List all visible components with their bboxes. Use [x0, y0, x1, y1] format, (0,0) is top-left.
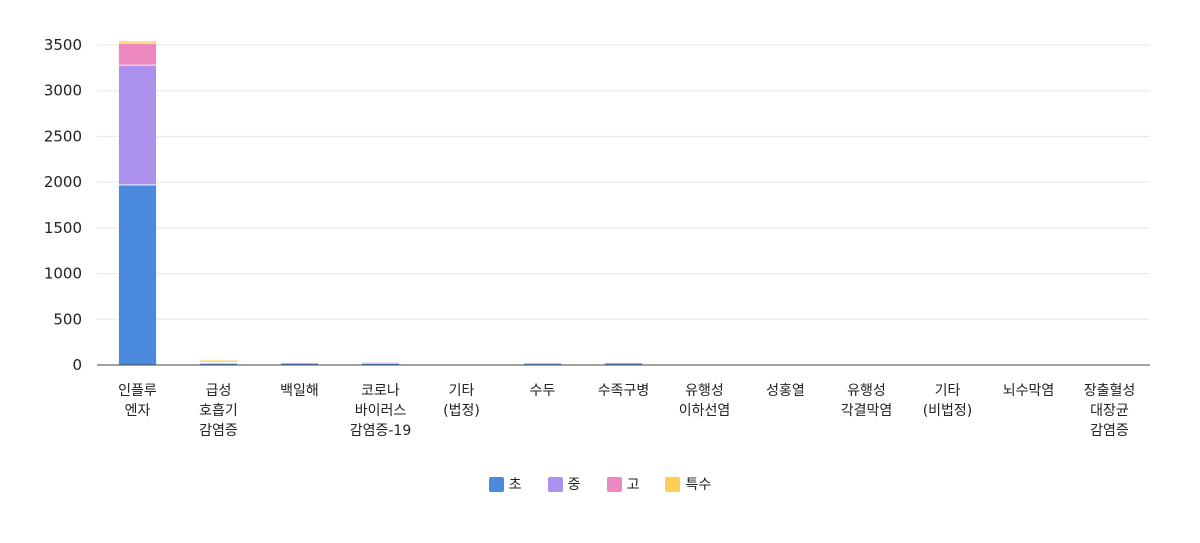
bar-segment-3: [280, 360, 319, 363]
y-tick-label: 2000: [44, 173, 82, 191]
x-tick-label: 유행성 각결막염: [841, 383, 893, 419]
bar-segment-2: [118, 64, 157, 186]
x-tick-label: 수족구병: [598, 383, 650, 399]
bar-segment-3: [118, 42, 157, 66]
chart-legend: 초 중 고 특수: [0, 474, 1200, 494]
x-tick-label: 인플루 엔자: [118, 383, 157, 419]
bar-segment-3: [604, 361, 643, 364]
legend-swatch-middle: [547, 476, 563, 492]
y-tick-label: 0: [72, 356, 82, 374]
legend-swatch-elementary: [488, 476, 504, 492]
bar-segment-3: [928, 363, 967, 365]
y-tick-label: 500: [53, 310, 82, 328]
legend-item-special[interactable]: 특수: [665, 474, 711, 494]
legend-label-high: 고: [626, 477, 640, 493]
y-tick-label: 3000: [44, 82, 82, 100]
y-tick-label: 1000: [44, 265, 82, 283]
bar-segment-4: [118, 40, 157, 44]
legend-swatch-high: [606, 476, 622, 492]
legend-label-middle: 중: [567, 477, 581, 493]
y-tick-label: 3500: [44, 36, 82, 54]
x-tick-label: 유행성 이하선염: [679, 383, 731, 419]
bar-segment-1: [118, 184, 157, 366]
bar-segment-3: [523, 361, 562, 363]
x-tick-label: 기타 (법정): [443, 383, 480, 419]
stacked-bar-chart: 0 500 1000 1500 2000 2500 3000 3500 인플루 엔자 급성 호흡기 감염…: [44, 36, 1150, 439]
legend-item-elementary[interactable]: 초: [488, 474, 522, 494]
bar-segment-3: [685, 363, 724, 365]
x-tick-label: 기타 (비법정): [923, 383, 973, 419]
legend-label-special: 특수: [685, 477, 712, 493]
x-tick-label: 성홍열: [766, 383, 805, 399]
x-tick-label: 급성 호흡기 감염증: [199, 383, 238, 439]
y-tick-label: 2500: [44, 127, 82, 145]
legend-item-high[interactable]: 고: [606, 474, 640, 494]
bar-segment-3: [361, 360, 400, 363]
bar-segment-3: [1090, 363, 1129, 365]
bar-segment-3: [766, 363, 805, 365]
x-tick-label: 장출혈성 대장균 감염증: [1084, 383, 1136, 439]
y-tick-label: 1500: [44, 219, 82, 237]
bar-segment-3: [442, 362, 481, 365]
legend-label-elementary: 초: [508, 477, 522, 493]
bar-segment-4: [199, 359, 238, 362]
x-tick-label: 코로나 바이러스 감염증-19: [350, 383, 412, 439]
x-tick-label: 백일해: [280, 383, 319, 399]
x-tick-label: 수두: [530, 383, 556, 399]
bar-segment-3: [847, 363, 886, 365]
x-tick-label: 뇌수막염: [1003, 383, 1055, 399]
legend-item-middle[interactable]: 중: [547, 474, 581, 494]
legend-swatch-special: [665, 476, 681, 492]
